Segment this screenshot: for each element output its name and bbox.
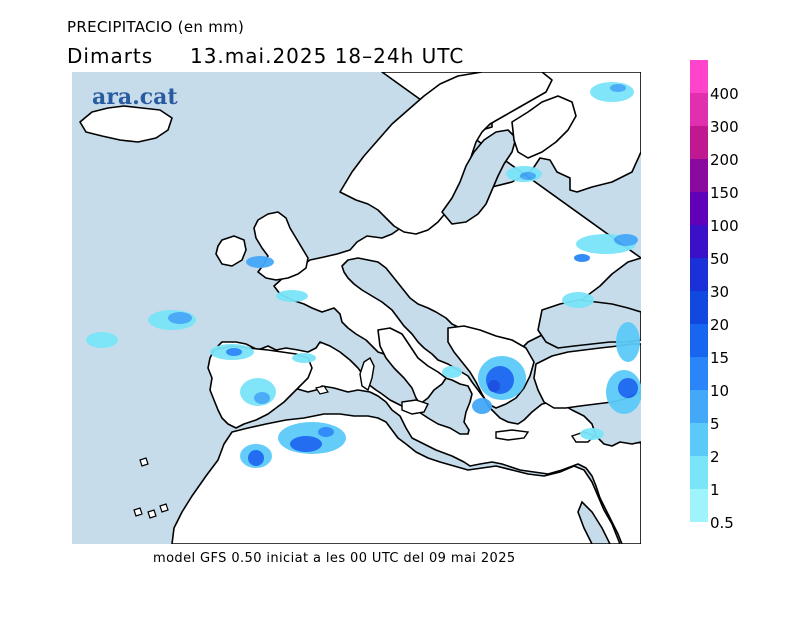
precip-channel: [276, 290, 308, 302]
precip-scandinavia-north: [590, 82, 634, 102]
precip-morocco-core: [248, 450, 264, 466]
legend-swatch: [690, 390, 708, 423]
land-ireland: [215, 235, 247, 267]
precip-ionian: [442, 366, 462, 378]
legend-swatch: [690, 192, 708, 225]
precip-iberia-south-core: [254, 392, 270, 404]
legend-swatch: [690, 423, 708, 456]
land-corsica-sardinia: [359, 356, 375, 392]
legend-swatch: [690, 456, 708, 489]
legend-label: 50: [710, 250, 730, 268]
land-scandinavia: [339, 72, 553, 235]
legend-label: 1: [710, 481, 720, 499]
datetime-label: 13.mai.2025 18–24h UTC: [189, 44, 465, 68]
precip-algeria-core: [290, 436, 322, 452]
precip-levant: [580, 428, 604, 440]
precipitation-areas: [86, 82, 641, 468]
sea-baltic: [441, 129, 517, 225]
legend-label: 0.5: [710, 514, 734, 532]
land-finland: [511, 95, 577, 159]
legend-swatch: [690, 93, 708, 126]
legend-swatch: [690, 126, 708, 159]
precip-balkans-core2: [488, 380, 500, 392]
legend-label: 15: [710, 349, 730, 367]
legend-swatch: [690, 291, 708, 324]
land-canaries: [133, 503, 169, 519]
legend-swatch: [690, 225, 708, 258]
legend-label: 150: [710, 184, 739, 202]
precip-france-south: [292, 353, 316, 363]
land-sicily: [401, 399, 429, 415]
land-iceland: [79, 105, 173, 143]
precip-atlantic-west-core: [168, 312, 192, 324]
precip-turkey-east-core: [618, 378, 638, 398]
legend-swatch: [690, 489, 708, 522]
legend-label: 20: [710, 316, 730, 334]
map-canvas: [72, 72, 641, 544]
legend-label: 2: [710, 448, 720, 466]
precip-ukraine: [562, 292, 594, 308]
legend-swatch: [690, 357, 708, 390]
precip-caucasus: [616, 322, 640, 362]
legend-label: 200: [710, 151, 739, 169]
precip-uk-east: [246, 256, 274, 268]
precip-greece: [472, 398, 492, 414]
precip-iberia-north-core: [226, 348, 242, 356]
day-label: Dimarts: [67, 44, 154, 68]
land-madeira: [139, 457, 149, 467]
legend-label: 300: [710, 118, 739, 136]
legend-label: 100: [710, 217, 739, 235]
map-title-variable: PRECIPITACIO (en mm): [67, 18, 245, 36]
legend-swatch: [690, 324, 708, 357]
precip-baltic-core: [520, 172, 536, 180]
legend-label: 10: [710, 382, 730, 400]
ara-cat-logo: ara.cat: [92, 84, 178, 110]
precipitation-map: ara.cat: [72, 72, 641, 544]
legend-swatch: [690, 258, 708, 291]
land-crete: [495, 429, 530, 441]
land-italy: [377, 327, 447, 405]
legend-label: 400: [710, 85, 739, 103]
legend-label: 5: [710, 415, 720, 433]
precip-russia-core2: [574, 254, 590, 262]
precipitation-legend: [690, 60, 708, 522]
model-footer: model GFS 0.50 iniciat a les 00 UTC del …: [153, 551, 516, 566]
land-balearics: [315, 385, 329, 395]
map-title-datetime: Dimarts 13.mai.2025 18–24h UTC: [67, 44, 464, 68]
legend-label: 30: [710, 283, 730, 301]
precip-atlantic-sw: [86, 332, 118, 348]
precip-scandinavia-north-core: [610, 84, 626, 92]
land-europe-africa: [217, 72, 641, 544]
sea-red: [577, 500, 611, 544]
precip-russia-core: [614, 234, 638, 246]
legend-swatch: [690, 159, 708, 192]
legend-swatch: [690, 60, 708, 93]
precip-algeria-core2: [318, 427, 334, 437]
